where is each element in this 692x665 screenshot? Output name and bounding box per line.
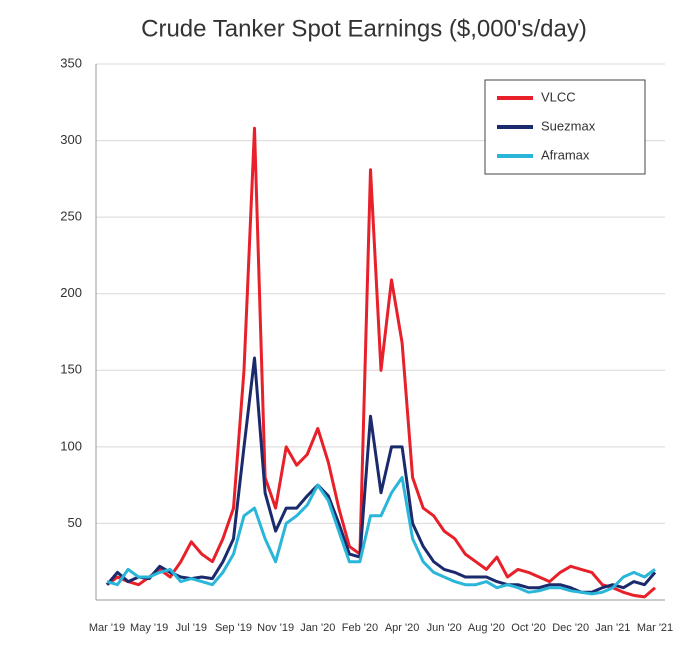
x-tick-label: Jan '21 bbox=[595, 622, 630, 634]
x-tick-label: Mar '21 bbox=[637, 622, 673, 634]
y-tick-label: 200 bbox=[60, 285, 82, 300]
y-tick-label: 100 bbox=[60, 438, 82, 453]
legend-label: Aframax bbox=[541, 147, 590, 162]
legend-label: VLCC bbox=[541, 89, 576, 104]
x-tick-label: Nov '19 bbox=[257, 622, 294, 634]
x-tick-label: Oct '20 bbox=[511, 622, 546, 634]
y-tick-label: 350 bbox=[60, 55, 82, 70]
x-tick-label: Feb '20 bbox=[342, 622, 378, 634]
y-tick-label: 150 bbox=[60, 362, 82, 377]
x-tick-label: Apr '20 bbox=[385, 622, 420, 634]
x-tick-label: Aug '20 bbox=[468, 622, 505, 634]
x-tick-label: Mar '19 bbox=[89, 622, 125, 634]
x-tick-label: Sep '19 bbox=[215, 622, 252, 634]
line-series bbox=[106, 126, 656, 599]
x-tick-label: Jan '20 bbox=[300, 622, 335, 634]
x-tick-label: Jul '19 bbox=[176, 622, 207, 634]
x-tick-label: Dec '20 bbox=[552, 622, 589, 634]
chart-title: Crude Tanker Spot Earnings ($,000's/day) bbox=[141, 15, 587, 42]
y-tick-label: 300 bbox=[60, 132, 82, 147]
y-tick-label: 250 bbox=[60, 209, 82, 224]
y-tick-label: 50 bbox=[68, 515, 82, 530]
line-series bbox=[105, 356, 657, 594]
legend-label: Suezmax bbox=[541, 118, 596, 133]
x-tick-label: May '19 bbox=[130, 622, 168, 634]
x-tick-label: Jun '20 bbox=[427, 622, 462, 634]
line-series bbox=[106, 476, 656, 596]
